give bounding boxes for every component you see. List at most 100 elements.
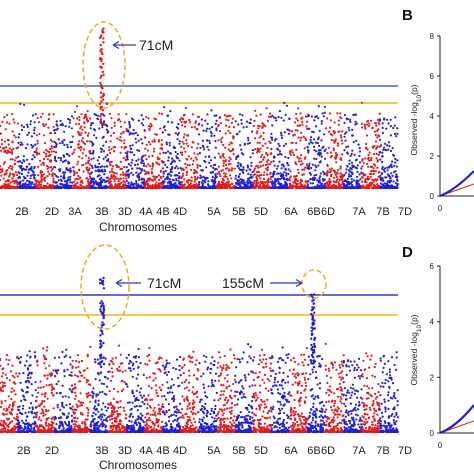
snp-point bbox=[224, 146, 227, 149]
qq-y-title-p-b: (p) bbox=[409, 84, 419, 95]
snp-point bbox=[350, 186, 353, 189]
snp-point bbox=[2, 177, 5, 180]
snp-point bbox=[334, 171, 337, 174]
snp-point bbox=[128, 126, 131, 129]
snp-point bbox=[338, 130, 341, 133]
snp-point bbox=[192, 159, 195, 162]
snp-point bbox=[87, 171, 90, 174]
snp-point bbox=[101, 126, 104, 129]
snp-point bbox=[345, 146, 348, 149]
snp-point bbox=[126, 150, 129, 153]
snp-point bbox=[277, 177, 280, 180]
snp-point bbox=[103, 120, 106, 123]
snp-point bbox=[145, 158, 148, 161]
snp-point bbox=[35, 430, 38, 434]
snp-point bbox=[130, 171, 133, 174]
snp-point bbox=[193, 176, 197, 179]
snp-point bbox=[287, 156, 290, 160]
snp-point bbox=[8, 359, 11, 362]
snp-point bbox=[97, 420, 100, 423]
snp-point bbox=[188, 164, 191, 167]
snp-point bbox=[300, 131, 303, 134]
snp-point bbox=[367, 156, 370, 160]
snp-point bbox=[130, 181, 133, 184]
snp-point bbox=[199, 164, 202, 167]
snp-point bbox=[25, 360, 28, 363]
snp-point bbox=[126, 154, 129, 157]
snp-point bbox=[2, 427, 5, 430]
snp-point bbox=[140, 138, 143, 141]
snp-point bbox=[242, 182, 246, 185]
snp-point bbox=[378, 170, 381, 174]
snp-point bbox=[273, 164, 276, 167]
snp-point bbox=[68, 429, 71, 433]
snp-point bbox=[238, 167, 241, 170]
snp-point bbox=[5, 152, 8, 155]
snp-point bbox=[339, 186, 342, 190]
snp-point bbox=[356, 170, 359, 174]
snp-point bbox=[94, 164, 97, 167]
peak-snp-point bbox=[101, 30, 105, 34]
snp-point bbox=[115, 420, 118, 423]
snp-point bbox=[67, 412, 70, 415]
snp-point bbox=[47, 126, 50, 129]
snp-point bbox=[5, 409, 8, 412]
snp-point bbox=[166, 186, 169, 189]
snp-point bbox=[229, 186, 232, 189]
snp-point bbox=[120, 181, 123, 184]
snp-point bbox=[73, 383, 76, 386]
chromosome-tick-label: 2B bbox=[15, 206, 28, 218]
snp-point bbox=[219, 175, 222, 178]
snp-point bbox=[87, 411, 90, 414]
snp-point bbox=[321, 183, 324, 186]
snp-point bbox=[44, 395, 47, 398]
qq-y-axis-title-b: Observed -log10(p) bbox=[409, 84, 423, 155]
snp-point bbox=[15, 372, 18, 375]
snp-point bbox=[353, 113, 356, 116]
snp-point bbox=[384, 176, 387, 179]
snp-point bbox=[68, 373, 71, 377]
snp-point bbox=[31, 114, 34, 117]
snp-point bbox=[151, 172, 154, 175]
snp-point bbox=[113, 180, 116, 183]
snp-point bbox=[35, 395, 38, 399]
snp-point bbox=[28, 406, 31, 410]
snp-point bbox=[5, 170, 8, 173]
snp-point bbox=[99, 413, 102, 416]
snp-point bbox=[145, 115, 148, 118]
peak-snp-point bbox=[100, 59, 103, 63]
snp-point bbox=[33, 428, 36, 431]
snp-point bbox=[384, 142, 387, 145]
snp-point bbox=[82, 148, 86, 151]
snp-point bbox=[287, 172, 290, 176]
snp-point bbox=[80, 359, 83, 363]
snp-point bbox=[183, 133, 186, 136]
snp-point bbox=[30, 183, 33, 186]
snp-point bbox=[48, 183, 51, 186]
snp-point bbox=[10, 397, 13, 401]
x-axis-title-top: Chromosomes bbox=[99, 220, 177, 234]
snp-point bbox=[379, 186, 382, 190]
snp-point bbox=[157, 174, 161, 177]
snp-point bbox=[51, 424, 54, 428]
snp-point bbox=[217, 170, 221, 174]
snp-point bbox=[36, 116, 39, 119]
snp-point bbox=[35, 425, 39, 428]
snp-point bbox=[131, 144, 134, 147]
snp-point bbox=[215, 129, 218, 132]
snp-point bbox=[226, 178, 229, 181]
snp-point bbox=[175, 156, 179, 159]
snp-point bbox=[322, 145, 325, 148]
snp-point bbox=[232, 126, 235, 129]
snp-point bbox=[25, 165, 28, 168]
snp-point bbox=[79, 176, 82, 179]
snp-point bbox=[33, 121, 36, 124]
snp-point bbox=[42, 426, 45, 429]
snp-point bbox=[112, 146, 115, 149]
snp-point bbox=[158, 112, 161, 115]
snp-point bbox=[81, 152, 84, 155]
snp-point bbox=[9, 370, 13, 373]
snp-point bbox=[111, 167, 114, 170]
snp-point bbox=[195, 186, 198, 190]
snp-point bbox=[156, 186, 159, 190]
